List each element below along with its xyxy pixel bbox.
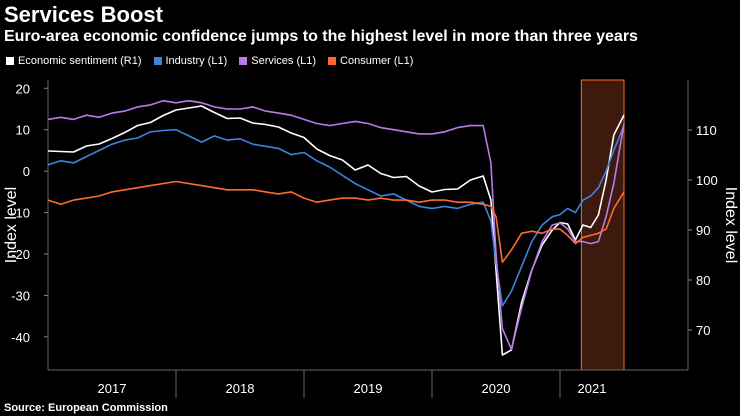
right-tick-label: 90 bbox=[696, 223, 710, 238]
left-tick-label: 10 bbox=[16, 123, 30, 138]
right-tick-label: 70 bbox=[696, 323, 710, 338]
x-tick-label: 2019 bbox=[354, 381, 383, 396]
legend-swatch bbox=[6, 57, 14, 65]
series-line-economic-sentiment-r1 bbox=[47, 105, 625, 356]
x-tick-label: 2018 bbox=[226, 381, 255, 396]
right-tick-label: 100 bbox=[696, 173, 718, 188]
x-tick-label: 2020 bbox=[482, 381, 511, 396]
legend-swatch bbox=[239, 57, 248, 65]
legend: Economic sentiment (R1) Industry (L1) Se… bbox=[6, 55, 413, 67]
legend-item-industry: Industry (L1) bbox=[153, 55, 228, 67]
chart-subtitle: Euro-area economic confidence jumps to t… bbox=[4, 28, 638, 45]
series-line-industry-l1 bbox=[47, 125, 625, 307]
left-tick-label: -40 bbox=[11, 330, 30, 345]
chart-title: Services Boost bbox=[4, 2, 163, 27]
right-tick-label: 110 bbox=[696, 123, 717, 138]
left-tick-label: 20 bbox=[16, 81, 30, 96]
right-axis-title: Index level bbox=[722, 187, 739, 264]
left-tick-label: -10 bbox=[11, 206, 30, 221]
legend-swatch bbox=[153, 57, 162, 65]
x-tick-label: 2017 bbox=[98, 381, 127, 396]
legend-label: Industry (L1) bbox=[165, 55, 228, 67]
legend-item-services: Services (L1) bbox=[239, 55, 316, 67]
left-axis-title: Index level bbox=[3, 187, 20, 264]
right-tick-label: 80 bbox=[696, 273, 710, 288]
legend-item-economic-sentiment: Economic sentiment (R1) bbox=[6, 55, 142, 67]
legend-label: Consumer (L1) bbox=[340, 55, 414, 67]
left-tick-label: 0 bbox=[23, 164, 30, 179]
left-tick-label: -30 bbox=[11, 288, 30, 303]
x-tick-label: 2021 bbox=[578, 381, 607, 396]
series-line-consumer-l1 bbox=[47, 180, 625, 264]
left-tick-label: -20 bbox=[11, 247, 30, 262]
series-line-services-l1 bbox=[47, 99, 625, 351]
legend-swatch bbox=[328, 57, 337, 65]
legend-label: Services (L1) bbox=[251, 55, 317, 67]
legend-item-consumer: Consumer (L1) bbox=[328, 55, 413, 67]
source-note: Source: European Commission bbox=[4, 402, 168, 414]
highlight-region bbox=[580, 79, 625, 371]
legend-label: Economic sentiment (R1) bbox=[18, 55, 142, 67]
